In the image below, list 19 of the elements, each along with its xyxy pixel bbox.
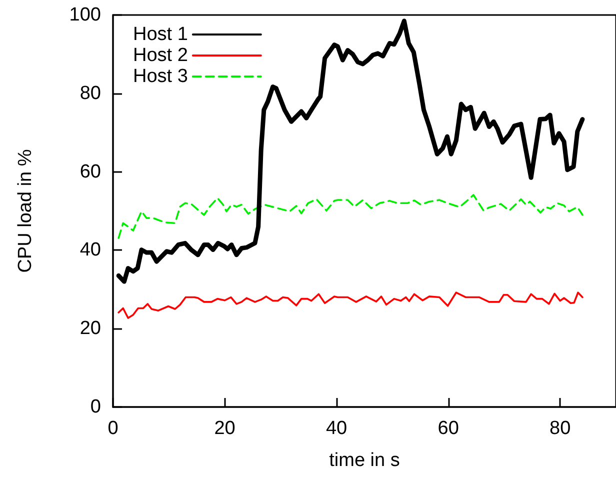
x-tick-label: 80: [550, 418, 571, 439]
x-tick-label: 60: [438, 418, 459, 439]
x-tick-label: 40: [326, 418, 348, 439]
y-tick-label: 40: [80, 240, 101, 261]
line-series: [118, 292, 584, 319]
x-tick-label: 0: [108, 418, 118, 439]
y-tick-label: 20: [80, 318, 101, 340]
line-series: [116, 18, 585, 284]
y-tick-label: 100: [69, 4, 101, 26]
legend-label: Host 1: [132, 24, 188, 45]
x-tick-label: 20: [214, 418, 236, 439]
legend-label: Host 2: [132, 45, 188, 66]
y-axis-title: CPU load in %: [15, 149, 36, 273]
y-tick-label: 80: [80, 82, 101, 104]
y-tick-label: 60: [80, 161, 101, 182]
legend-label: Host 3: [132, 66, 188, 87]
x-axis-title: time in s: [329, 450, 400, 471]
line-series: [118, 194, 584, 239]
y-tick-label: 0: [90, 396, 101, 418]
